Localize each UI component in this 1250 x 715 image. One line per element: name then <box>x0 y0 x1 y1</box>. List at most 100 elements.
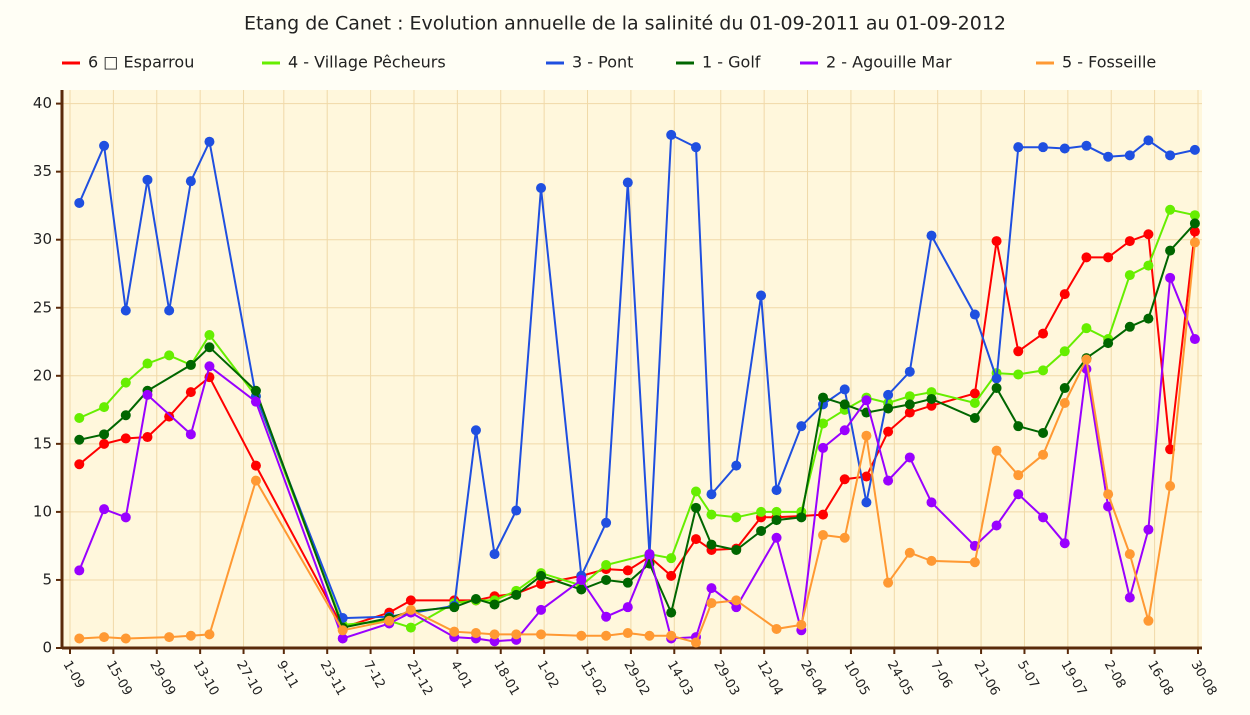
data-point <box>511 505 522 516</box>
data-point <box>204 629 215 640</box>
data-point <box>1038 449 1049 460</box>
data-point <box>74 459 85 470</box>
data-point <box>861 497 872 508</box>
data-point <box>926 497 937 508</box>
data-point <box>861 395 872 406</box>
series-line <box>78 231 1196 629</box>
data-point <box>818 530 829 541</box>
data-point <box>1165 150 1176 161</box>
data-point <box>796 619 807 630</box>
data-point <box>601 517 612 528</box>
data-point <box>405 595 416 606</box>
data-point <box>1059 398 1070 409</box>
data-point <box>99 429 110 440</box>
data-point <box>969 557 980 568</box>
data-point <box>74 412 85 423</box>
data-point <box>818 509 829 520</box>
y-tick-label: 5 <box>42 570 52 588</box>
data-point <box>1059 383 1070 394</box>
data-point <box>690 486 701 497</box>
legend-label: 1 - Golf <box>702 53 761 72</box>
data-point <box>666 570 677 581</box>
data-point <box>839 399 850 410</box>
data-point <box>1103 151 1114 162</box>
data-point <box>142 174 153 185</box>
data-point <box>1038 512 1049 523</box>
data-point <box>470 425 481 436</box>
data-point <box>576 574 587 585</box>
data-point <box>489 629 500 640</box>
data-point <box>1165 481 1176 492</box>
data-point <box>1143 229 1154 240</box>
data-point <box>622 177 633 188</box>
data-point <box>536 604 547 615</box>
data-point <box>756 525 767 536</box>
data-point <box>756 506 767 517</box>
data-point <box>576 584 587 595</box>
data-point <box>756 290 767 301</box>
data-point <box>839 474 850 485</box>
data-point <box>991 236 1002 247</box>
data-point <box>1059 346 1070 357</box>
data-point <box>142 389 153 400</box>
data-point <box>1081 252 1092 263</box>
data-point <box>706 539 717 550</box>
data-point <box>1081 140 1092 151</box>
data-point <box>511 629 522 640</box>
data-point <box>622 577 633 588</box>
data-point <box>706 583 717 594</box>
data-point <box>99 504 110 515</box>
legend-label: 5 - Fosseille <box>1062 53 1156 72</box>
data-point <box>74 197 85 208</box>
data-point <box>536 182 547 193</box>
data-point <box>969 388 980 399</box>
data-point <box>991 383 1002 394</box>
data-point <box>622 628 633 639</box>
data-point <box>489 549 500 560</box>
data-point <box>883 389 894 400</box>
data-point <box>536 629 547 640</box>
data-point <box>405 622 416 633</box>
data-point <box>489 599 500 610</box>
y-tick-label: 20 <box>33 366 52 384</box>
data-point <box>796 421 807 432</box>
legend-label: 2 - Agouille Mar <box>826 53 952 72</box>
data-point <box>1124 321 1135 332</box>
data-point <box>1143 260 1154 271</box>
data-point <box>904 452 915 463</box>
data-point <box>1165 204 1176 215</box>
data-point <box>204 136 215 147</box>
data-point <box>1189 218 1200 229</box>
data-point <box>926 555 937 566</box>
data-point <box>969 309 980 320</box>
data-point <box>1038 427 1049 438</box>
data-point <box>731 512 742 523</box>
data-point <box>120 433 131 444</box>
data-point <box>1081 354 1092 365</box>
data-point <box>904 391 915 402</box>
data-point <box>883 426 894 437</box>
data-point <box>470 628 481 639</box>
data-point <box>1013 142 1024 153</box>
data-point <box>1059 289 1070 300</box>
data-point <box>771 623 782 634</box>
data-point <box>204 361 215 372</box>
data-point <box>991 373 1002 384</box>
data-point <box>666 607 677 618</box>
data-point <box>1059 538 1070 549</box>
data-point <box>601 574 612 585</box>
data-point <box>1124 549 1135 560</box>
data-point <box>771 485 782 496</box>
data-point <box>74 565 85 576</box>
data-point <box>337 633 348 644</box>
data-point <box>120 633 131 644</box>
data-point <box>384 615 395 626</box>
data-point <box>1124 236 1135 247</box>
data-point <box>1013 489 1024 500</box>
data-point <box>690 502 701 513</box>
data-point <box>991 445 1002 456</box>
data-point <box>99 632 110 643</box>
data-point <box>1143 135 1154 146</box>
data-point <box>576 630 587 641</box>
data-point <box>470 594 481 605</box>
